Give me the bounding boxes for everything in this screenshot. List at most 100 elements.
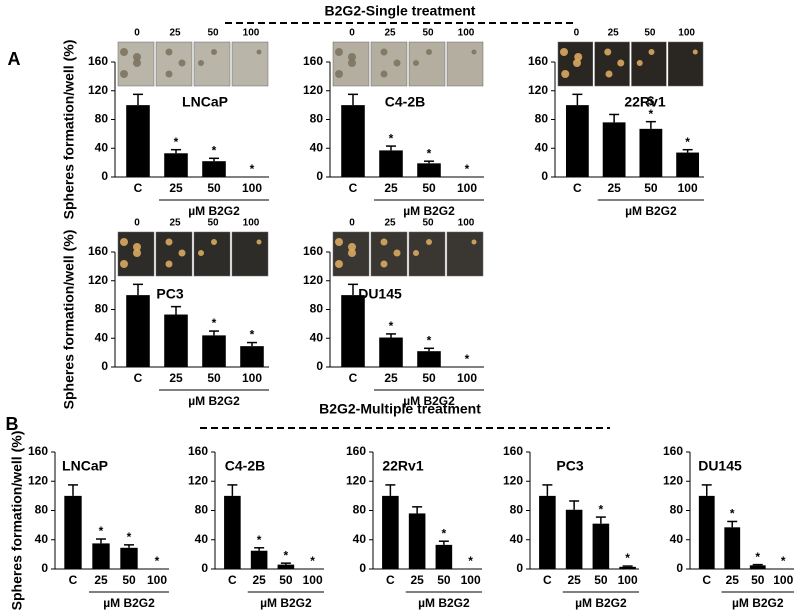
x-tick-label: 100: [242, 181, 262, 195]
panel-label: B: [6, 414, 19, 434]
bar: [539, 495, 556, 569]
y-tick-label: 40: [353, 532, 367, 546]
chart-title: 22Rv1: [624, 94, 665, 110]
bar: [417, 163, 441, 177]
y-tick-label: 80: [510, 503, 524, 517]
y-tick-label: 40: [310, 330, 324, 344]
bar: [164, 314, 188, 367]
chart-title: LNCaP: [182, 94, 228, 110]
sphere: [165, 70, 173, 78]
bar: [417, 351, 441, 367]
x-tick-label: 100: [303, 573, 323, 587]
sphere: [211, 49, 217, 55]
sphere: [120, 70, 128, 78]
significance-marker: $: [648, 94, 655, 108]
y-tick-label: 120: [346, 473, 366, 487]
bar: [240, 346, 264, 367]
y-tick-label: 0: [541, 169, 548, 183]
x-tick-label: C: [69, 573, 78, 587]
x-axis-label: µM B2G2: [188, 394, 240, 408]
x-tick-label: 100: [242, 371, 262, 385]
sphere: [636, 60, 643, 66]
sphere: [426, 239, 432, 245]
sphere-image: [631, 41, 667, 87]
sphere: [165, 238, 173, 246]
bar: [202, 335, 226, 367]
bar: [565, 509, 583, 569]
panel-label: A: [8, 49, 21, 69]
x-tick-label: C: [543, 573, 552, 587]
y-tick-label: 80: [310, 112, 324, 126]
bar: [341, 105, 365, 177]
x-tick-label: C: [349, 181, 358, 195]
x-tick-label: 50: [751, 573, 765, 587]
sphere: [133, 53, 141, 61]
significance-marker: *: [465, 352, 470, 366]
x-tick-label: C: [134, 181, 143, 195]
y-tick-label: 40: [195, 532, 209, 546]
y-tick-label: 80: [95, 112, 109, 126]
sphere-image: [231, 41, 269, 87]
image-label: 50: [422, 28, 434, 39]
significance-marker: *: [155, 554, 160, 568]
bar: [92, 543, 110, 569]
sphere-image: [231, 231, 269, 277]
x-tick-label: 25: [567, 573, 581, 587]
bar: [126, 105, 150, 177]
y-tick-label: 0: [41, 561, 48, 575]
x-tick-label: 25: [384, 371, 398, 385]
x-tick-label: 50: [279, 573, 293, 587]
y-tick-label: 160: [188, 444, 208, 458]
significance-marker: *: [310, 554, 315, 568]
x-tick-label: 25: [169, 181, 183, 195]
sphere-image: [446, 41, 484, 87]
y-tick-label: 80: [353, 503, 367, 517]
chart-title: 22Rv1: [382, 458, 423, 474]
sphere: [560, 48, 568, 56]
bar: [565, 105, 589, 177]
x-tick-label: 50: [437, 573, 451, 587]
x-axis-label: µM B2G2: [188, 204, 240, 218]
bar: [749, 565, 766, 569]
sphere-image: [370, 41, 408, 87]
y-tick-label: 120: [503, 473, 523, 487]
sphere: [348, 249, 356, 257]
x-tick-label: C: [134, 371, 143, 385]
sphere-image: [668, 41, 704, 87]
y-tick-label: 80: [535, 112, 549, 126]
bar: [64, 495, 82, 569]
bar: [379, 337, 403, 367]
y-tick-label: 160: [88, 244, 108, 258]
image-label: 25: [608, 28, 620, 39]
sphere: [380, 48, 388, 56]
y-tick-label: 40: [670, 532, 684, 546]
sphere: [120, 48, 128, 56]
x-tick-label: C: [702, 573, 711, 587]
sphere: [120, 260, 128, 268]
significance-marker: *: [625, 551, 630, 565]
y-tick-label: 0: [316, 169, 323, 183]
significance-marker: *: [442, 526, 447, 540]
sphere: [393, 59, 401, 67]
sphere: [692, 49, 698, 55]
sphere-image: [594, 41, 630, 87]
sphere: [335, 238, 343, 246]
bar: [382, 495, 399, 569]
y-tick-label: 160: [528, 54, 548, 68]
image-label: 50: [422, 218, 434, 229]
sphere: [198, 250, 204, 256]
chart-title: DU145: [698, 458, 742, 474]
y-tick-label: 0: [101, 359, 108, 373]
bar: [341, 295, 365, 367]
sphere: [165, 48, 173, 56]
sphere: [198, 60, 204, 66]
sphere: [605, 70, 613, 78]
x-tick-label: 100: [618, 573, 638, 587]
image-label: 0: [574, 28, 580, 39]
significance-marker: *: [685, 135, 690, 149]
image-label: 50: [644, 28, 656, 39]
significance-marker: *: [127, 530, 132, 544]
bar: [224, 495, 241, 569]
y-tick-label: 160: [303, 54, 323, 68]
